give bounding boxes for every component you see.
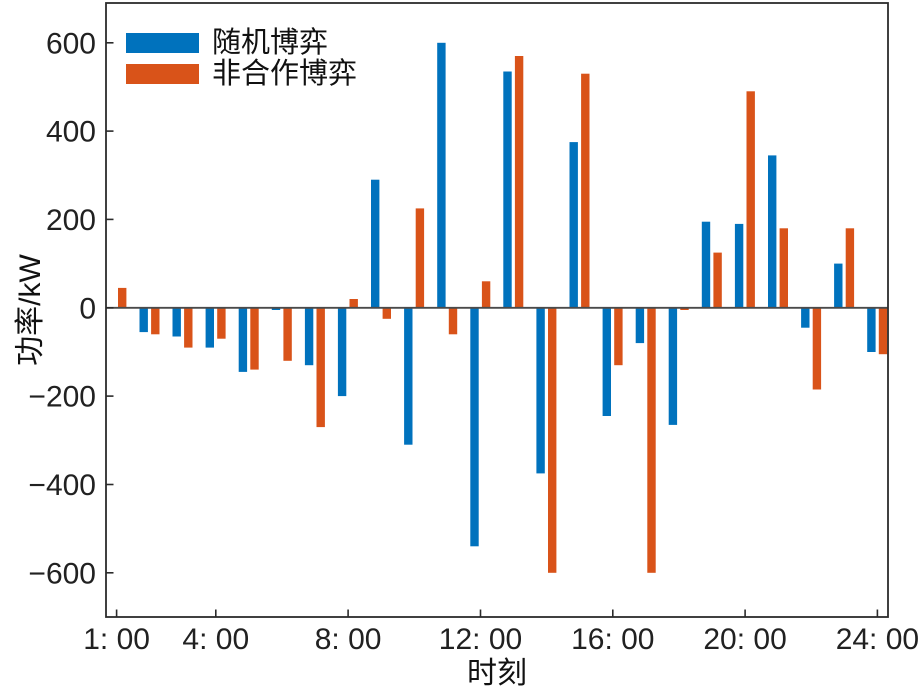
bar-s0-h12 bbox=[470, 307, 479, 547]
bar-s1-h23 bbox=[845, 228, 855, 308]
legend-label-noncooperative-game: 非合作博弈 bbox=[212, 58, 358, 90]
bar-s0-h10 bbox=[404, 307, 413, 445]
legend: 随机博弈 非合作博弈 bbox=[126, 28, 357, 90]
x-tick-label: 1: 00 bbox=[83, 623, 150, 656]
x-tick-label: 24: 00 bbox=[836, 623, 919, 656]
bar-s0-h22 bbox=[801, 307, 810, 328]
bar-s0-h20 bbox=[734, 223, 744, 308]
bar-s0-h24 bbox=[867, 307, 876, 352]
bar-s1-h10 bbox=[415, 208, 425, 308]
y-tick-label: −600 bbox=[28, 557, 96, 590]
y-tick-label: −200 bbox=[28, 381, 96, 414]
y-axis-title: 功率/kW bbox=[14, 254, 47, 366]
bar-s1-h11 bbox=[448, 307, 458, 335]
bar-s1-h8 bbox=[349, 299, 358, 308]
bar-s0-h8 bbox=[337, 307, 347, 397]
bar-s1-h3 bbox=[184, 307, 193, 348]
bar-s0-h11 bbox=[437, 42, 446, 308]
bar-s1-h14 bbox=[548, 307, 557, 573]
bar-s0-h18 bbox=[668, 307, 678, 425]
bar-s1-h9 bbox=[382, 307, 391, 319]
bar-s0-h9 bbox=[371, 179, 380, 308]
bar-s0-h14 bbox=[536, 307, 545, 474]
bar-s1-h20 bbox=[746, 91, 755, 308]
x-tick-label: 4: 00 bbox=[182, 623, 249, 656]
bar-s1-h6 bbox=[283, 307, 292, 361]
x-axis-title: 时刻 bbox=[467, 657, 527, 690]
bar-s1-h15 bbox=[581, 73, 590, 308]
legend-swatch-orange bbox=[126, 64, 199, 84]
bar-s1-h21 bbox=[779, 228, 788, 308]
y-tick-label: 0 bbox=[79, 292, 96, 325]
bar-s0-h21 bbox=[768, 155, 777, 308]
y-tick-label: 400 bbox=[46, 116, 96, 149]
legend-item-noncooperative-game: 非合作博弈 bbox=[126, 59, 357, 89]
bar-s1-h22 bbox=[812, 307, 822, 390]
bar-s0-h15 bbox=[569, 142, 578, 308]
bar-s0-h4 bbox=[205, 307, 214, 348]
bar-s1-h17 bbox=[647, 307, 656, 573]
bar-s0-h23 bbox=[834, 263, 843, 308]
bar-s0-h13 bbox=[503, 71, 512, 308]
bar-s1-h24 bbox=[878, 307, 888, 355]
bar-s0-h16 bbox=[602, 307, 611, 416]
y-tick-label: 200 bbox=[46, 204, 96, 237]
bar-s1-h18 bbox=[680, 307, 689, 310]
bar-s0-h6 bbox=[271, 307, 281, 310]
bar-s1-h2 bbox=[151, 307, 160, 335]
bar-s1-h7 bbox=[316, 307, 325, 428]
x-tick-label: 8: 00 bbox=[315, 623, 382, 656]
x-tick-label: 16: 00 bbox=[571, 623, 654, 656]
x-tick-label: 12: 00 bbox=[439, 623, 522, 656]
y-tick-label: 600 bbox=[46, 27, 96, 60]
bar-s1-h1 bbox=[118, 287, 127, 308]
bar-s1-h5 bbox=[250, 307, 259, 370]
bar-s0-h7 bbox=[304, 307, 314, 366]
x-tick-label: 20: 00 bbox=[703, 623, 786, 656]
bar-s1-h19 bbox=[713, 252, 722, 308]
bar-s1-h13 bbox=[514, 56, 524, 308]
bar-s1-h4 bbox=[217, 307, 226, 339]
bar-s1-h16 bbox=[614, 307, 623, 366]
bar-s0-h5 bbox=[238, 307, 248, 372]
legend-swatch-blue bbox=[126, 33, 199, 53]
bar-s0-h19 bbox=[701, 221, 711, 308]
bar-s0-h2 bbox=[139, 307, 148, 333]
bar-s0-h17 bbox=[635, 307, 645, 344]
legend-label-random-game: 随机博弈 bbox=[212, 27, 329, 59]
y-tick-label: −400 bbox=[28, 469, 96, 502]
plot-box bbox=[105, 2, 889, 618]
bar-s0-h3 bbox=[172, 307, 181, 337]
bar-s1-h12 bbox=[481, 281, 491, 308]
legend-item-random-game: 随机博弈 bbox=[126, 28, 357, 58]
